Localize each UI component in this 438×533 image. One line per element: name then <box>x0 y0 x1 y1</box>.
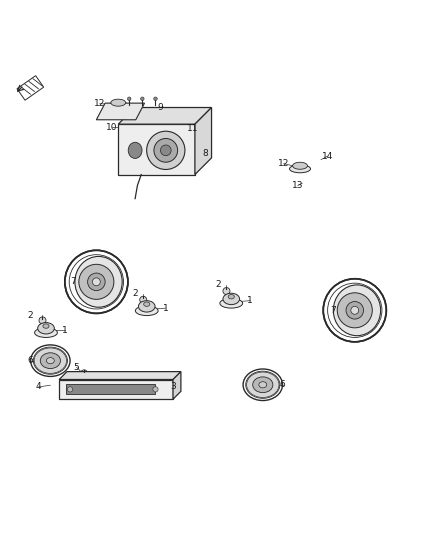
Circle shape <box>346 302 364 319</box>
Text: 9: 9 <box>157 103 163 112</box>
Text: 2: 2 <box>132 289 138 298</box>
Ellipse shape <box>144 302 150 306</box>
Circle shape <box>92 278 100 286</box>
Ellipse shape <box>128 142 142 158</box>
Text: 5: 5 <box>74 363 80 372</box>
Circle shape <box>337 293 372 328</box>
Ellipse shape <box>247 372 279 398</box>
Ellipse shape <box>135 306 158 316</box>
Polygon shape <box>96 103 145 120</box>
Text: 4: 4 <box>36 383 41 391</box>
Ellipse shape <box>108 102 129 110</box>
Polygon shape <box>118 108 212 124</box>
Text: 3: 3 <box>170 383 176 391</box>
Circle shape <box>223 287 230 295</box>
Ellipse shape <box>290 165 311 173</box>
Polygon shape <box>118 124 195 174</box>
Text: 12: 12 <box>278 159 290 168</box>
Ellipse shape <box>220 298 243 308</box>
Ellipse shape <box>259 382 267 388</box>
Text: 2: 2 <box>215 280 220 289</box>
Text: 7: 7 <box>330 306 336 315</box>
Text: 6: 6 <box>27 356 33 365</box>
Circle shape <box>39 317 46 324</box>
Text: 7: 7 <box>71 277 77 286</box>
Ellipse shape <box>293 162 307 169</box>
Circle shape <box>141 97 144 101</box>
Circle shape <box>154 139 178 162</box>
Ellipse shape <box>228 295 234 299</box>
Text: 6: 6 <box>279 380 286 389</box>
Ellipse shape <box>138 301 155 312</box>
Polygon shape <box>173 372 181 399</box>
Circle shape <box>160 145 171 156</box>
Ellipse shape <box>34 348 67 374</box>
Text: 11: 11 <box>187 124 198 133</box>
Circle shape <box>147 131 185 169</box>
Ellipse shape <box>333 285 381 336</box>
Ellipse shape <box>46 358 54 364</box>
Ellipse shape <box>38 322 54 334</box>
Bar <box>17 76 44 100</box>
Text: 10: 10 <box>106 123 117 132</box>
Ellipse shape <box>75 256 122 307</box>
Ellipse shape <box>35 328 57 337</box>
Polygon shape <box>195 108 212 174</box>
Bar <box>66 384 155 394</box>
Circle shape <box>79 264 114 300</box>
Text: 14: 14 <box>322 151 333 160</box>
Text: 13: 13 <box>292 181 304 190</box>
Circle shape <box>81 370 88 377</box>
Ellipse shape <box>223 293 240 304</box>
Ellipse shape <box>40 353 60 368</box>
Ellipse shape <box>253 377 273 393</box>
Text: 2: 2 <box>27 311 32 320</box>
Circle shape <box>153 387 158 392</box>
Text: 12: 12 <box>94 99 106 108</box>
Ellipse shape <box>43 324 49 328</box>
Circle shape <box>140 296 147 303</box>
Circle shape <box>351 306 359 314</box>
Text: 1: 1 <box>162 304 169 313</box>
Polygon shape <box>59 379 173 399</box>
Circle shape <box>67 387 73 392</box>
Ellipse shape <box>111 99 126 106</box>
Circle shape <box>154 97 157 101</box>
Circle shape <box>127 97 131 101</box>
Polygon shape <box>59 372 181 379</box>
Circle shape <box>88 273 105 290</box>
Text: 1: 1 <box>62 326 68 335</box>
Text: 8: 8 <box>202 149 208 158</box>
Text: 1: 1 <box>247 296 253 305</box>
